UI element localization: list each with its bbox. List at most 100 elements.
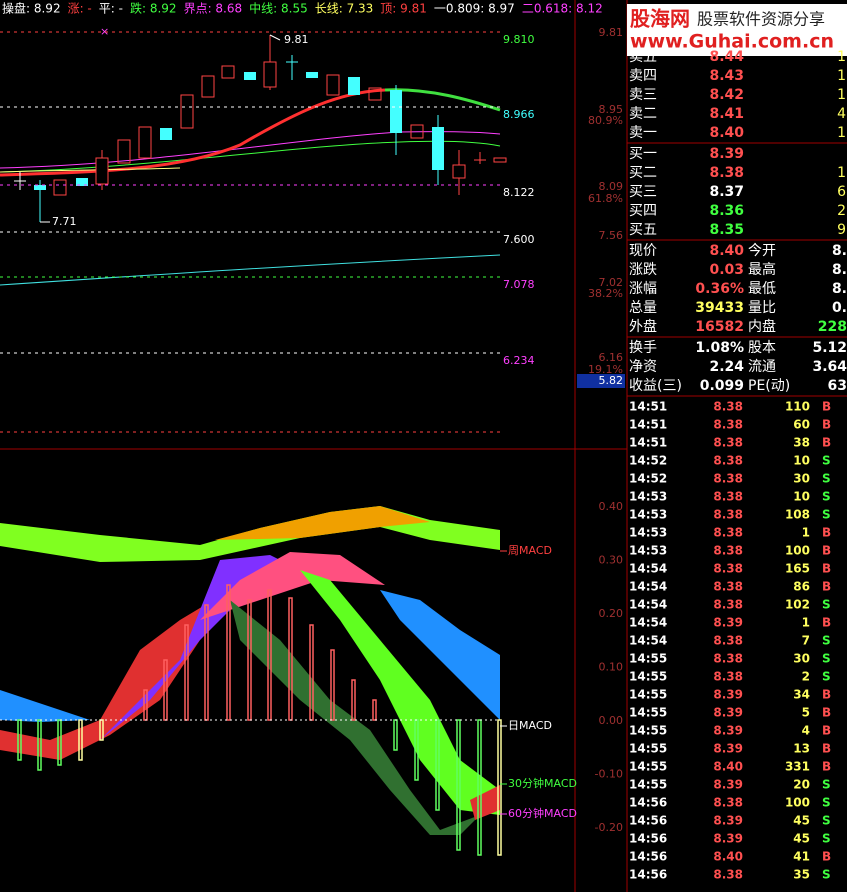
price-annotation: 7.71	[52, 215, 77, 228]
rect-shape	[348, 77, 360, 95]
trade-volume: 35	[793, 868, 810, 882]
stat-value: 5.12	[812, 340, 847, 356]
rect-shape	[17, 719, 22, 761]
stat-label: 外盘	[629, 318, 657, 335]
trade-time: 14:52	[629, 454, 667, 468]
stat-value: 16582	[695, 319, 744, 335]
rect-shape	[351, 679, 356, 721]
axis-label: 38.2%	[588, 287, 623, 300]
trade-volume: 1	[802, 616, 810, 630]
path-shape	[0, 131, 501, 169]
trade-side: S	[822, 778, 831, 792]
trade-time: 14:55	[629, 724, 667, 738]
trade-time: 14:55	[629, 778, 667, 792]
trade-price: 8.40	[713, 850, 743, 864]
trade-volume: 45	[793, 832, 810, 846]
rect-shape	[477, 719, 482, 856]
rect-shape	[410, 124, 424, 139]
book-name: 卖四	[629, 68, 657, 84]
trade-volume: 30	[793, 472, 810, 486]
order-book: 卖五 8.44 1卖四 8.43 1卖三 8.42 1卖二 8.41 4卖一 8.40 1买一 8.3…	[629, 49, 847, 394]
trade-side: B	[822, 400, 831, 414]
macd-axis-label: 0.40	[599, 500, 624, 513]
header-item: 一0.809: 8.97	[434, 2, 515, 16]
watermark-bg	[627, 4, 847, 56]
rect-shape	[160, 128, 172, 140]
trade-side: S	[822, 868, 831, 882]
rect-shape	[37, 719, 42, 771]
level-label: 7.078	[503, 278, 535, 291]
trade-time: 14:56	[629, 850, 667, 864]
trade-side: B	[822, 436, 831, 450]
rect-shape	[117, 139, 131, 164]
rect-shape	[326, 74, 340, 96]
stat-label: 换手	[629, 339, 657, 356]
trade-price: 8.38	[713, 490, 743, 504]
polyline-shape	[269, 34, 281, 41]
book-volume: 1	[837, 165, 846, 181]
book-price: 8.41	[709, 106, 744, 122]
book-name: 卖五	[629, 49, 657, 65]
trade-volume: 30	[793, 652, 810, 666]
trade-side: B	[822, 706, 831, 720]
trade-side: S	[822, 472, 831, 486]
axis-label: 7.56	[599, 229, 624, 242]
trade-time: 14:56	[629, 832, 667, 846]
trade-price: 8.40	[713, 760, 743, 774]
macd-bars	[0, 584, 502, 856]
macd-series-label: 周MACD	[508, 544, 552, 557]
stat-value: 2.24	[709, 359, 744, 375]
rect-shape	[263, 61, 277, 88]
trade-price: 8.38	[713, 562, 743, 576]
trade-price: 8.39	[713, 814, 743, 828]
rect-shape	[372, 699, 377, 721]
stat-label: 最高	[748, 261, 776, 278]
axis-label: 6.16	[599, 351, 624, 364]
macd-series-label: 30分钟MACD	[508, 776, 577, 790]
level-label: 8.966	[503, 108, 535, 121]
trade-price: 8.38	[713, 580, 743, 594]
book-volume: 4	[837, 106, 846, 122]
stat-label: 内盘	[748, 318, 776, 335]
book-volume: 2	[837, 203, 846, 219]
trade-price: 8.38	[713, 508, 743, 522]
book-price: 8.37	[709, 184, 744, 200]
rect-shape	[497, 719, 502, 856]
trade-price: 8.38	[713, 796, 743, 810]
trade-time: 14:52	[629, 472, 667, 486]
trade-volume: 331	[785, 760, 810, 774]
rect-shape	[57, 719, 62, 766]
price-box	[577, 374, 625, 388]
watermark-url: www.Guhai.com.cn	[630, 31, 834, 53]
trade-price: 8.39	[713, 832, 743, 846]
trade-side: B	[822, 724, 831, 738]
header-item: 界点: 8.68	[184, 2, 243, 16]
level-label: 6.234	[503, 354, 535, 367]
trade-side: S	[822, 454, 831, 468]
trade-side: B	[822, 544, 831, 558]
stat-label: 总量	[629, 300, 657, 316]
watermark-slogan: 股票软件资源分享	[697, 10, 825, 29]
rect-shape	[180, 94, 194, 129]
trade-side: S	[822, 508, 831, 522]
trade-volume: 7	[802, 634, 810, 648]
trade-volume: 34	[793, 688, 810, 702]
stat-label: 量比	[748, 300, 776, 316]
macd-axis-label: 0.00	[599, 714, 624, 727]
book-volume: 1	[837, 87, 846, 103]
polygon-shape	[300, 570, 500, 815]
book-name: 卖一	[629, 125, 657, 141]
header-item: 跌: 8.92	[130, 1, 177, 16]
stat-label: PE(动)	[748, 378, 790, 394]
trade-volume: 60	[793, 418, 810, 432]
trade-price: 8.38	[713, 634, 743, 648]
book-volume: 9	[837, 222, 846, 238]
book-name: 买三	[629, 184, 657, 200]
marker: ×	[100, 25, 109, 38]
trade-price: 8.39	[713, 616, 743, 630]
trade-volume: 41	[793, 850, 810, 864]
trade-time: 14:54	[629, 616, 667, 630]
trade-time: 14:55	[629, 760, 667, 774]
trade-time: 14:55	[629, 706, 667, 720]
